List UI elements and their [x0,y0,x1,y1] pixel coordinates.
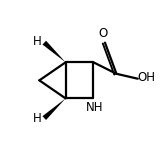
Polygon shape [42,98,66,120]
Text: H: H [32,112,41,125]
Polygon shape [42,41,66,62]
Text: OH: OH [138,71,156,84]
Text: H: H [32,35,41,48]
Text: NH: NH [86,101,104,114]
Text: O: O [99,27,108,40]
